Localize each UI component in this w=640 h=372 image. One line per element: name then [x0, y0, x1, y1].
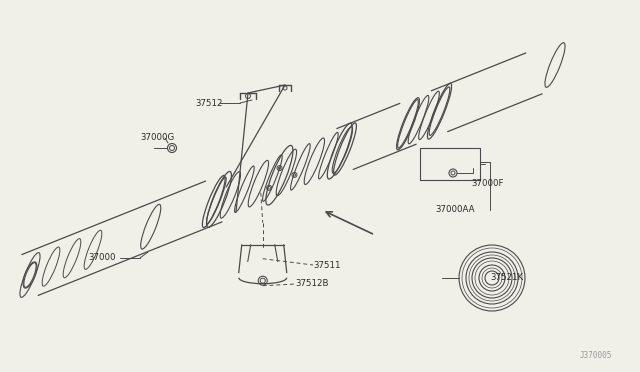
Text: 37512B: 37512B: [295, 279, 328, 289]
Text: 37512: 37512: [195, 99, 223, 108]
Ellipse shape: [23, 262, 37, 288]
Text: J370005: J370005: [580, 351, 612, 360]
Text: 37521K: 37521K: [490, 273, 523, 282]
Text: 37000AA: 37000AA: [435, 205, 474, 215]
Ellipse shape: [24, 263, 36, 287]
Text: 37000F: 37000F: [471, 179, 504, 187]
Text: 37000G: 37000G: [140, 134, 174, 142]
Text: 37000: 37000: [88, 253, 115, 263]
Text: 37511: 37511: [313, 260, 340, 269]
